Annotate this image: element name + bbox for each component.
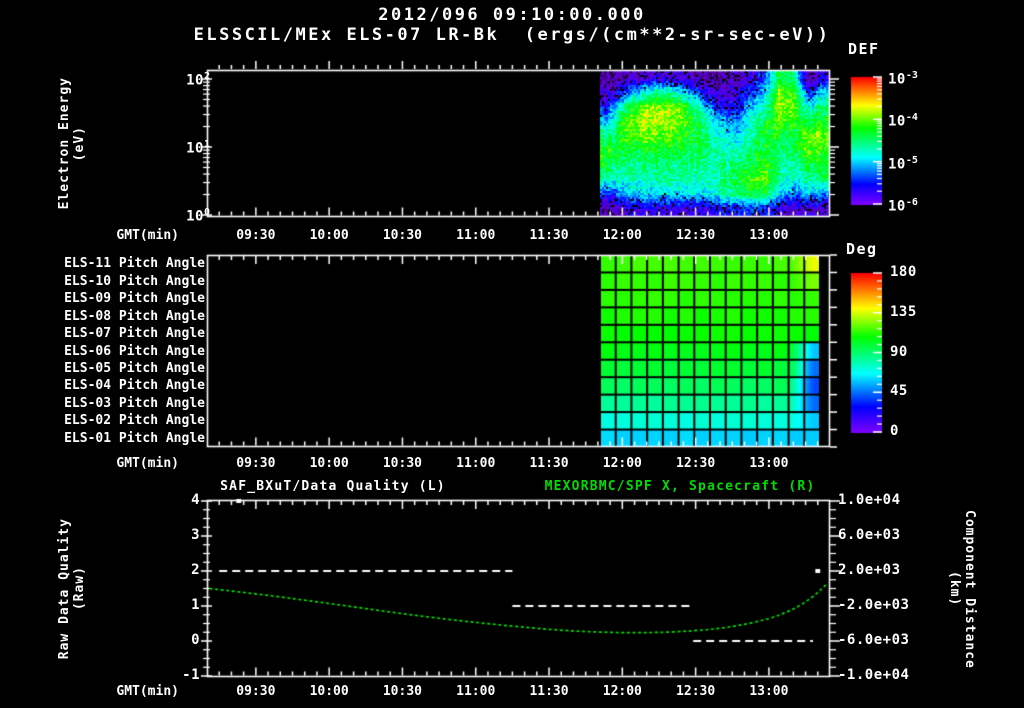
def-colorbar-tick: 10-5 [888,153,918,173]
km-axis-tick: 6.0e+03 [838,527,901,543]
time-tick-label-pitch: 09:30 [236,456,276,471]
energy-axis-tick-exponent: 1 [203,139,210,150]
deg-colorbar-tick: 90 [890,343,908,360]
electron-energy-axis-label: Electron Energy (eV) [52,70,92,217]
time-tick-label-spectrogram: 10:30 [382,228,422,243]
time-tick-label-timeseries: 11:00 [456,684,496,699]
raw-axis-tick: 1 [191,597,200,613]
component-distance-axis-units: (km) [947,571,962,607]
time-tick-label-pitch: 10:00 [309,456,349,471]
raw-quality-axis-label: Raw Data Quality (Raw) [52,500,92,677]
component-distance-axis-text: Component Distance [962,509,977,669]
energy-axis-tick: 102 [158,69,210,89]
plot-title-instrument: ELSSCIL/MEx ELS-07 LR-Bk (ergs/(cm**2-sr… [193,25,831,45]
timeseries-title-right: MEXORBMC/SPF X, Spacecraft (R) [544,479,816,494]
pitch-row-label: ELS-11 Pitch Angle [64,256,205,272]
def-colorbar-tick: 10-3 [888,68,918,88]
def-colorbar-tick-exponent: -5 [905,154,918,166]
raw-quality-axis-units: (Raw) [72,566,87,611]
time-tick-label-spectrogram: 11:00 [456,228,496,243]
def-colorbar-tick-exponent: -3 [905,70,918,81]
time-tick-label-spectrogram: 10:00 [309,228,349,243]
km-axis-tick: -2.0e+03 [838,597,910,613]
electron-energy-axis-text: Electron Energy [57,77,72,210]
time-tick-label-timeseries: 11:30 [529,684,569,699]
deg-colorbar-tick: 0 [890,423,899,439]
pitch-row-label: ELS-10 Pitch Angle [64,273,205,289]
time-tick-label-pitch: 11:30 [529,456,569,471]
time-tick-label-spectrogram: 09:30 [236,228,276,243]
km-axis-tick: 1.0e+04 [838,492,901,508]
def-colorbar-tick-base: 10 [888,156,906,173]
time-tick-label-spectrogram: 11:30 [529,228,569,243]
deg-colorbar-tick: 180 [890,264,917,280]
gmt-label-spectrogram: GMT(min) [116,228,179,243]
deg-colorbar-tick: 45 [890,383,908,400]
colorbar-def-title: DEF [848,40,880,58]
pitch-row-label: ELS-06 Pitch Angle [64,343,205,359]
time-tick-label-timeseries: 12:30 [676,684,716,699]
km-axis-tick: 2.0e+03 [838,562,901,578]
def-colorbar-tick-base: 10 [888,71,906,88]
time-tick-label-spectrogram: 13:00 [749,228,789,243]
electron-energy-axis-units: (eV) [72,125,87,162]
component-distance-axis-label: (km) Component Distance [938,493,986,685]
raw-axis-tick: 0 [191,632,200,648]
km-axis-tick: -1.0e+04 [838,667,910,683]
def-colorbar-tick-exponent: -4 [905,112,918,124]
time-tick-label-spectrogram: 12:30 [676,228,716,243]
time-tick-label-spectrogram: 12:00 [602,228,642,243]
plot-title-datetime: 2012/096 09:10:00.000 [378,5,646,25]
energy-axis-tick-base: 10 [186,140,204,157]
raw-axis-tick: -1 [182,667,200,683]
pitch-row-label: ELS-04 Pitch Angle [64,378,205,394]
pitch-row-label: ELS-07 Pitch Angle [64,326,205,342]
time-tick-label-timeseries: 12:00 [602,684,642,699]
gmt-label-timeseries: GMT(min) [116,684,179,699]
pitch-row-label: ELS-09 Pitch Angle [64,291,205,307]
def-colorbar-tick: 10-6 [888,195,918,215]
energy-axis-tick: 100 [158,205,210,225]
time-tick-label-timeseries: 09:30 [236,684,276,699]
energy-axis-tick-exponent: 0 [203,207,210,218]
km-axis-tick: -6.0e+03 [838,632,910,648]
time-tick-label-timeseries: 13:00 [749,684,789,699]
time-tick-label-pitch: 12:00 [602,456,642,471]
raw-quality-axis-text: Raw Data Quality [57,517,72,660]
energy-axis-tick: 101 [158,137,210,157]
pitch-row-label: ELS-01 Pitch Angle [64,430,205,446]
pitch-row-label: ELS-05 Pitch Angle [64,360,205,376]
pitch-row-label: ELS-08 Pitch Angle [64,308,205,324]
colorbar-deg-title: Deg [846,240,878,258]
timeseries-title-left: SAF_BXuT/Data Quality (L) [220,479,446,494]
raw-axis-tick: 4 [191,492,200,508]
pitch-row-label: ELS-02 Pitch Angle [64,413,205,429]
time-tick-label-pitch: 13:00 [749,456,789,471]
energy-axis-tick-base: 10 [186,208,204,225]
raw-axis-tick: 2 [191,562,200,578]
energy-axis-tick-exponent: 2 [203,71,210,82]
time-tick-label-timeseries: 10:00 [309,684,349,699]
time-tick-label-pitch: 10:30 [382,456,422,471]
def-colorbar-tick-base: 10 [888,113,906,130]
time-tick-label-pitch: 11:00 [456,456,496,471]
raw-axis-tick: 3 [191,527,200,543]
pitch-row-label: ELS-03 Pitch Angle [64,395,205,411]
def-colorbar-tick: 10-4 [888,110,918,130]
gmt-label-pitch: GMT(min) [116,456,179,471]
time-tick-label-timeseries: 10:30 [382,684,422,699]
def-colorbar-tick-exponent: -6 [905,196,918,208]
deg-colorbar-tick: 135 [890,303,917,320]
time-tick-label-pitch: 12:30 [676,456,716,471]
energy-axis-tick-base: 10 [186,72,204,89]
def-colorbar-tick-base: 10 [888,198,906,215]
